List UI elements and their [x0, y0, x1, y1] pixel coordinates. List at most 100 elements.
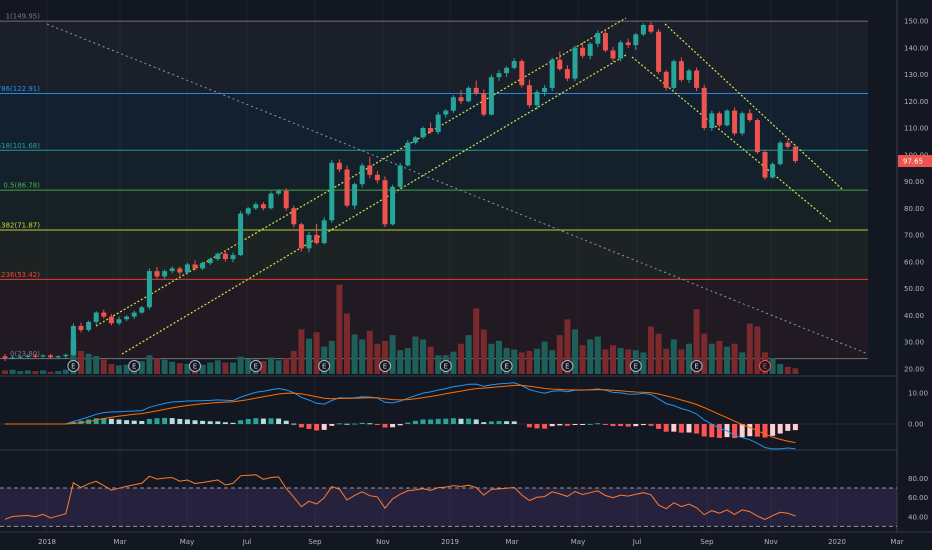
macd-hist-bar: [747, 424, 753, 437]
macd-hist-bar: [352, 423, 358, 425]
volume-bar: [290, 350, 297, 374]
time-tick-label: 2019: [441, 538, 459, 546]
volume-bar: [336, 284, 343, 374]
candle: [40, 354, 46, 359]
candle-body: [488, 77, 494, 115]
candle: [587, 41, 593, 60]
candle: [169, 266, 175, 274]
time-tick-label: Mar: [890, 538, 903, 546]
candle-body: [40, 355, 46, 357]
candle: [139, 305, 145, 314]
candle: [564, 65, 570, 82]
candle-body: [496, 73, 502, 78]
time-tick-label: May: [180, 538, 194, 546]
candle: [671, 59, 677, 90]
candle: [420, 126, 426, 139]
candle-body: [481, 93, 487, 115]
volume-bar: [420, 339, 426, 374]
candle-body: [747, 113, 753, 120]
candle: [344, 165, 350, 208]
volume-bar: [663, 348, 670, 374]
macd-hist-bar: [762, 424, 768, 438]
candle: [78, 322, 84, 333]
macd-hist-bar: [276, 418, 282, 424]
macd-hist-bar: [390, 424, 396, 428]
macd-hist-bar: [131, 420, 137, 424]
candle: [686, 68, 692, 84]
volume-bar: [534, 348, 540, 374]
candle: [542, 84, 548, 97]
macd-hist-bar: [177, 418, 183, 424]
candle-body: [184, 264, 190, 273]
candle-body: [656, 31, 662, 72]
rsi-band: [0, 488, 897, 527]
candle: [724, 109, 730, 127]
macd-hist-bar: [306, 424, 312, 429]
macd-hist-bar: [238, 420, 244, 424]
candle-body: [412, 137, 418, 143]
candle: [557, 51, 563, 71]
candle-body: [48, 355, 54, 358]
candle-body: [55, 356, 61, 358]
macd-hist-bar: [458, 418, 464, 424]
candle-body: [686, 70, 692, 80]
macd-hist-bar: [428, 419, 434, 424]
macd-hist-bar: [473, 419, 479, 424]
earnings-marker: [500, 360, 513, 372]
candle: [656, 29, 662, 74]
volume-bar: [556, 335, 563, 374]
candle: [716, 111, 722, 128]
earnings-marker-label: E: [254, 363, 258, 371]
fib-label: 1(149.95): [6, 13, 41, 21]
candle: [770, 162, 776, 179]
volume-bar: [397, 350, 404, 374]
macd-hist-bar: [314, 424, 320, 431]
macd-hist-bar: [716, 424, 722, 438]
macd-hist-bar: [450, 418, 456, 424]
candle-body: [435, 114, 441, 133]
candle-body: [222, 253, 228, 260]
candle-body: [70, 325, 76, 355]
macd-hist-bar: [640, 424, 646, 426]
volume-bar: [617, 348, 624, 374]
candle-body: [207, 259, 213, 264]
earnings-marker-label: E: [504, 363, 508, 371]
candle: [747, 109, 753, 123]
candle-body: [610, 50, 616, 59]
candle-body: [716, 113, 722, 126]
candle-body: [32, 355, 38, 357]
candle-body: [428, 128, 434, 133]
candle-body: [701, 87, 707, 128]
macd-hist-bar: [124, 420, 130, 424]
candle: [306, 231, 312, 253]
channel-down-lower: [631, 56, 832, 223]
candle-body: [336, 162, 342, 170]
macd-hist-bar: [678, 424, 684, 433]
macd-signal-line: [5, 384, 796, 444]
volume-bar: [260, 361, 267, 374]
candle-body: [238, 213, 244, 256]
macd-hist-bar: [412, 420, 418, 424]
macd-hist-bar: [481, 422, 487, 424]
volume-bar: [678, 349, 685, 374]
volume-bar: [473, 308, 480, 374]
volume-bar: [32, 371, 39, 374]
macd-hist-bar: [587, 423, 593, 425]
volume-bar: [518, 352, 525, 374]
macd-hist-bar: [625, 424, 631, 427]
volume-bar: [526, 350, 533, 374]
volume-bar: [594, 336, 601, 374]
candle-body: [93, 312, 99, 322]
volume-bar: [138, 361, 145, 374]
candle: [200, 261, 206, 271]
macd-hist-bar: [443, 418, 449, 424]
candle-body: [542, 87, 548, 92]
candle: [177, 266, 183, 276]
volume-bar: [458, 343, 464, 374]
earnings-marker-label: E: [694, 363, 698, 371]
candles: [2, 22, 798, 361]
volume-bar: [55, 371, 62, 374]
candle-body: [466, 87, 472, 102]
macd-hist-bar: [405, 422, 411, 424]
